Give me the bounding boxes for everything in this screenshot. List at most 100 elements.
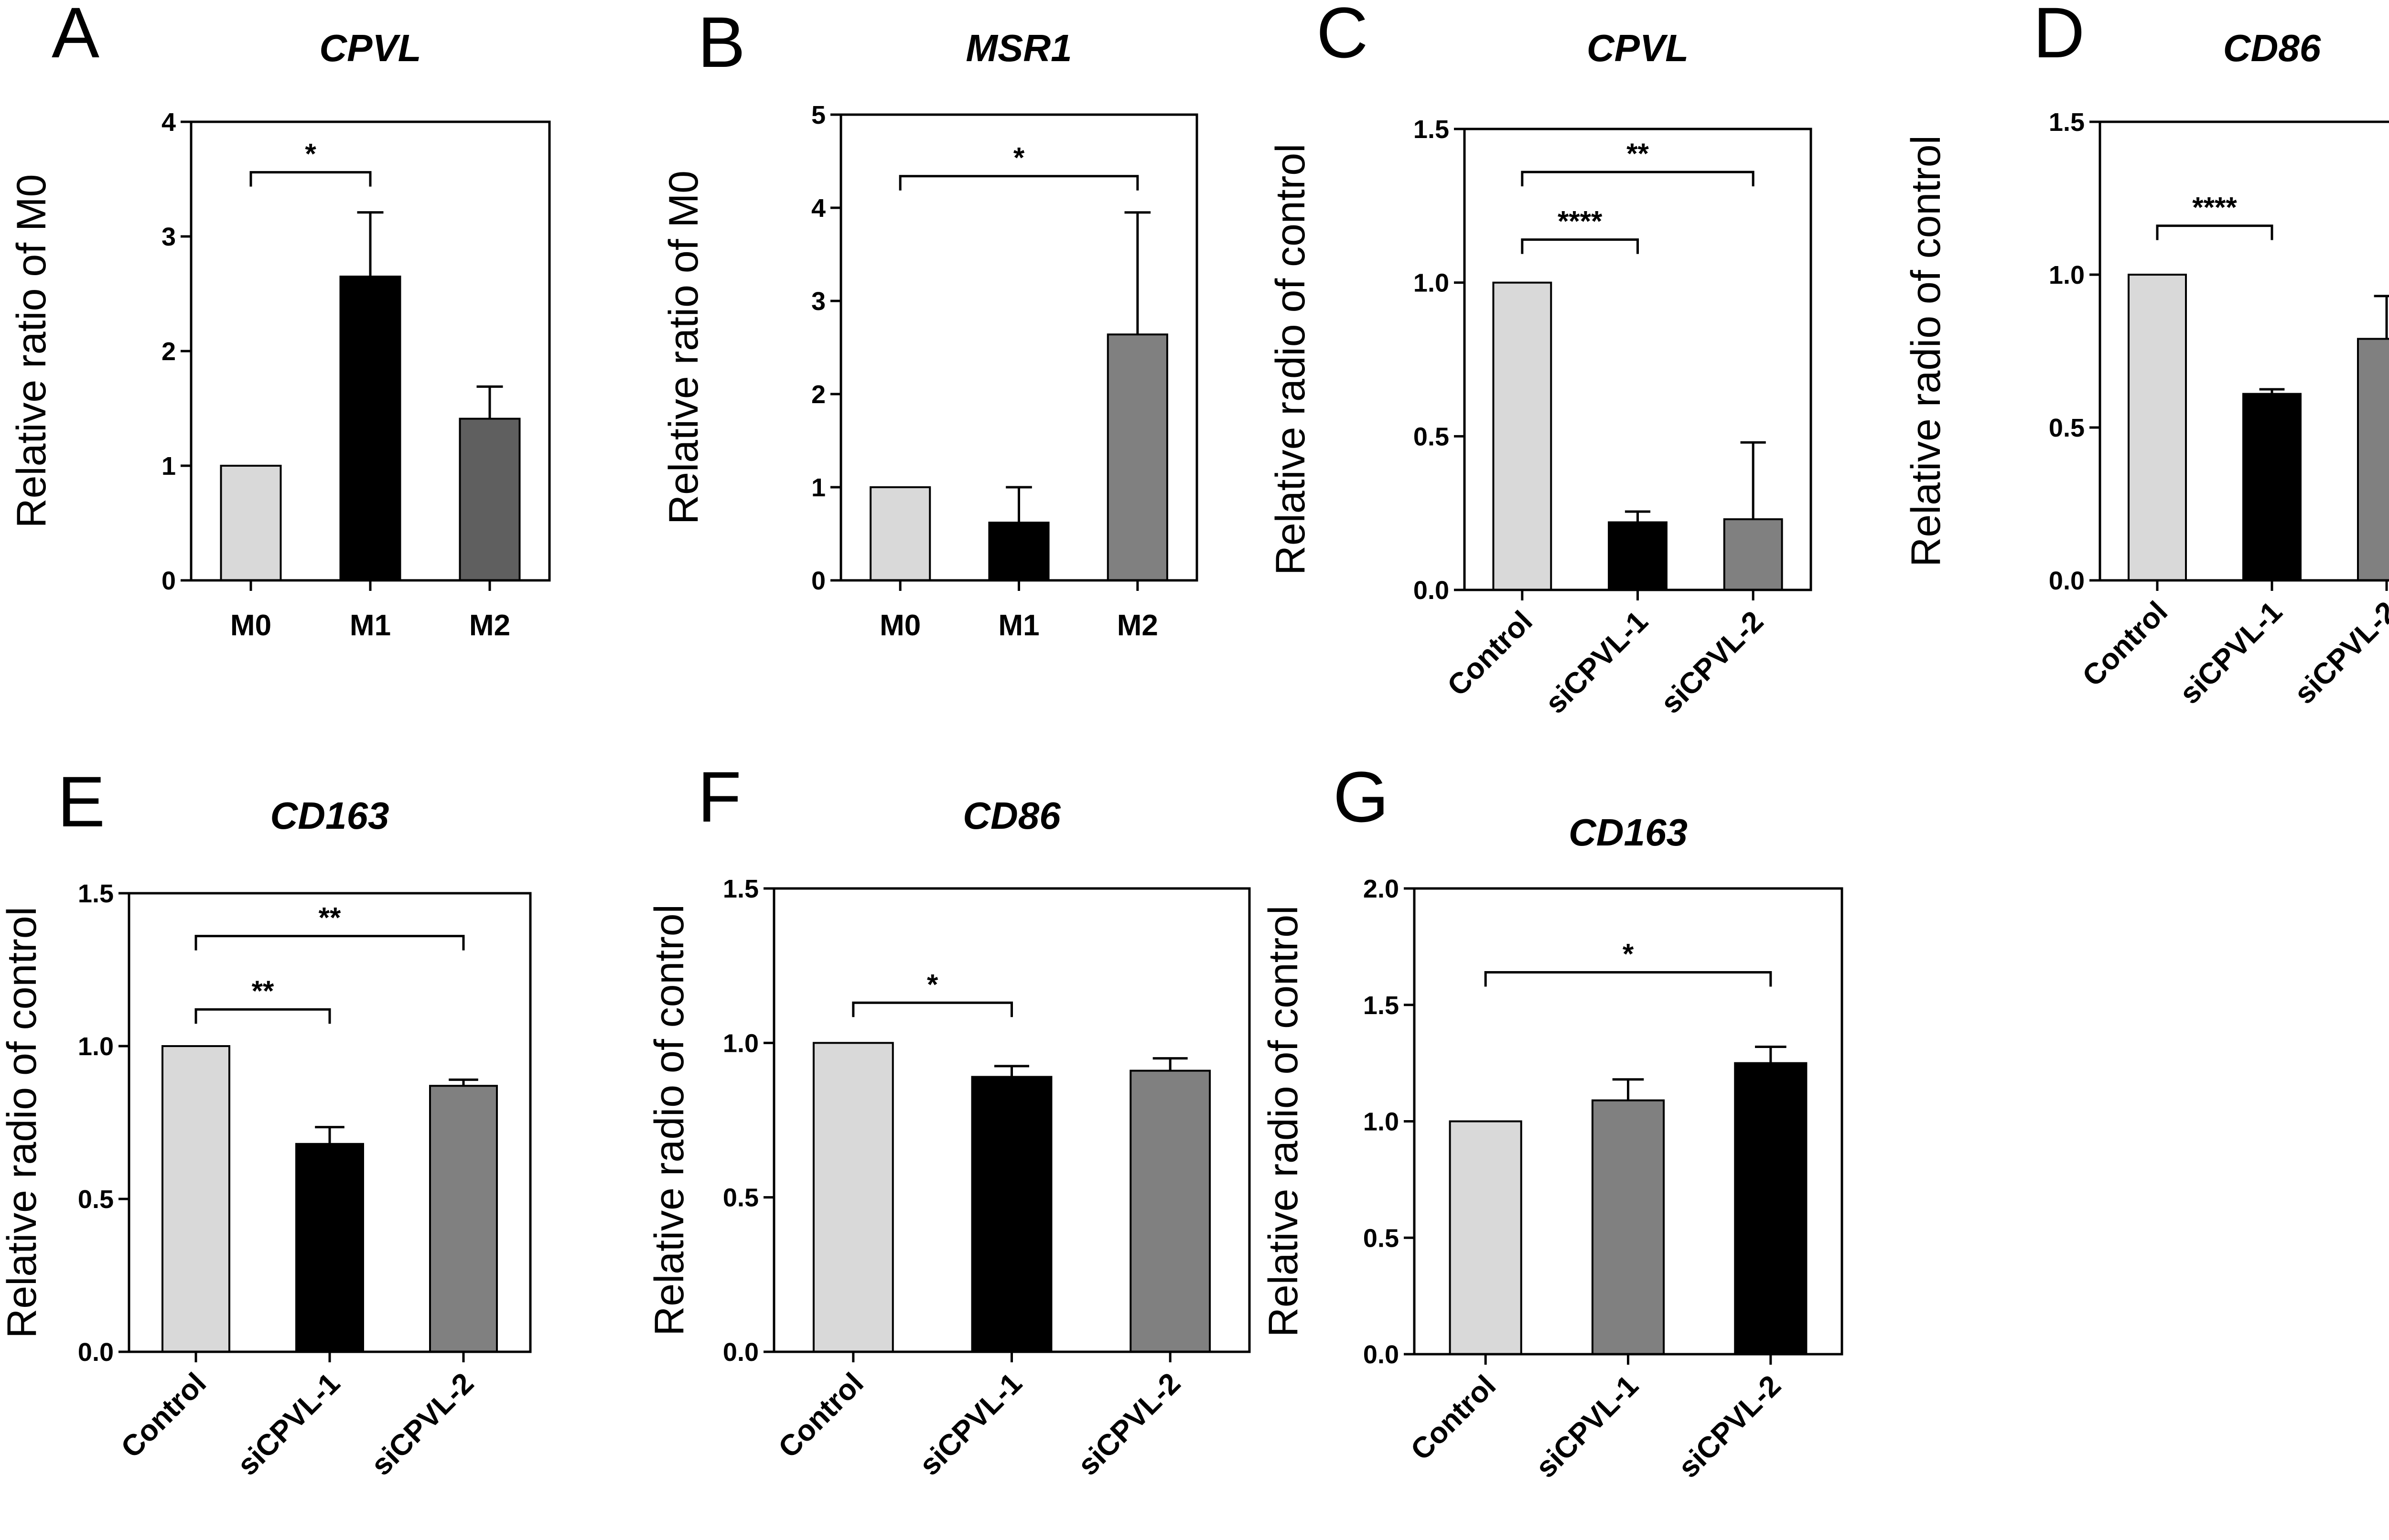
significance-bracket: [2156, 225, 2273, 240]
bar: [1734, 1062, 1808, 1355]
significance-label: ****: [2192, 192, 2237, 224]
x-tick-label: siCPVL-1: [1529, 1369, 1645, 1484]
y-axis-label: Relative radio of control: [1268, 144, 1313, 575]
chart-title: CD86: [963, 794, 1061, 837]
y-tick-label: 3: [811, 287, 826, 316]
bar: [971, 1076, 1053, 1353]
y-tick-label: 1.5: [2049, 108, 2085, 137]
y-axis-label: Relative ratio of M0: [9, 174, 54, 528]
bar: [459, 417, 521, 581]
bar: [1608, 521, 1668, 591]
y-axis-label: Relative radio of control: [0, 907, 45, 1338]
y-tick-label: 0: [161, 567, 176, 595]
panel-letter: E: [57, 761, 105, 842]
y-tick-label: 1.5: [1363, 991, 1399, 1020]
y-tick-label: 1: [161, 452, 176, 481]
bar: [1492, 281, 1552, 591]
y-tick-label: 1.5: [78, 879, 114, 908]
bar: [2357, 338, 2389, 582]
x-tick-label: M1: [350, 609, 391, 642]
x-tick-label: M0: [230, 609, 271, 642]
significance-label: **: [319, 902, 341, 934]
x-tick-label: Control: [1404, 1369, 1502, 1467]
y-tick-label: 0.0: [78, 1338, 114, 1367]
significance-bracket: [899, 175, 1139, 191]
y-axis-label: Relative radio of control: [1903, 135, 1949, 567]
y-tick-label: 5: [811, 101, 826, 129]
chart-title: CPVL: [319, 27, 421, 69]
chart-title: CD163: [1569, 811, 1688, 854]
y-tick-label: 0.5: [78, 1185, 114, 1214]
bar: [2128, 274, 2187, 581]
panel-b: B MSR1 Relative ratio of M0 0 1 2 3 4 5 M0 M1 M2 *: [661, 2, 1198, 642]
x-tick-label: Control: [772, 1367, 870, 1465]
chart-title: MSR1: [966, 27, 1072, 69]
y-axis-label: Relative radio of control: [1260, 906, 1306, 1337]
panel-letter: F: [698, 757, 742, 837]
y-tick-label: 0.5: [1413, 422, 1449, 451]
bar: [339, 276, 401, 581]
x-tick-label: siCPVL-2: [2288, 595, 2389, 710]
significance-label: **: [1626, 138, 1649, 170]
x-tick-label: siCPVL-2: [1655, 605, 1770, 720]
bar: [220, 465, 282, 581]
y-tick-label: 1.5: [723, 875, 759, 903]
panel-letter: G: [1333, 757, 1389, 837]
significance-label: *: [1623, 938, 1634, 970]
x-tick-label: Control: [1441, 605, 1539, 703]
x-tick-label: siCPVL-1: [913, 1367, 1028, 1482]
significance-bracket: [194, 1008, 331, 1024]
bar: [988, 522, 1050, 581]
x-tick-label: siCPVL-2: [365, 1367, 480, 1482]
x-tick-label: siCPVL-2: [1072, 1367, 1187, 1482]
significance-label: ****: [1558, 205, 1603, 237]
significance-label: *: [1013, 142, 1025, 174]
bar: [1130, 1069, 1211, 1353]
bar: [1591, 1099, 1665, 1355]
panel-a: A CPVL Relative ratio of M0 0 1 2 3 4 M0 M1 M2 *: [9, 0, 551, 642]
y-tick-label: 1.0: [78, 1032, 114, 1061]
x-tick-label: siCPVL-1: [231, 1367, 346, 1482]
bar: [1107, 333, 1168, 581]
panel-c: C CPVL Relative radio of control 0.0 0.5 1.0 1…: [1268, 0, 1812, 720]
bar: [295, 1143, 364, 1353]
panel-letter: B: [698, 2, 745, 82]
y-tick-label: 2: [161, 337, 176, 366]
x-tick-label: siCPVL-2: [1672, 1369, 1787, 1484]
y-tick-label: 2.0: [1363, 875, 1399, 903]
panel-f: F CD86 Relative radio of control 0.0 0.5 1.0 1…: [646, 757, 1251, 1482]
panel-letter: D: [2033, 0, 2085, 73]
panel-letter: A: [52, 0, 99, 73]
significance-bracket: [1521, 171, 1754, 187]
bar: [429, 1085, 498, 1353]
y-tick-label: 0.5: [1363, 1224, 1399, 1252]
panel-d: D CD86 Relative radio of control 0.0 0.5 1.0 1…: [1903, 0, 2389, 710]
significance-label: **: [252, 975, 274, 1007]
panel-g: G CD163 Relative radio of control 0.0 0.5 1.0…: [1260, 757, 1843, 1484]
y-tick-label: 0.0: [1363, 1340, 1399, 1369]
significance-bracket: [249, 171, 372, 187]
x-tick-label: M1: [998, 609, 1039, 642]
bar: [870, 486, 931, 581]
bar: [812, 1042, 894, 1353]
x-tick-label: M0: [880, 609, 921, 642]
panel-e: E CD163 Relative radio of control 0.0 0.5 1.0…: [0, 761, 532, 1482]
y-tick-label: 1.0: [1363, 1108, 1399, 1136]
bar: [161, 1045, 230, 1353]
y-tick-label: 1.0: [2049, 261, 2085, 289]
significance-bracket: [1521, 238, 1639, 254]
y-tick-label: 4: [811, 194, 826, 223]
y-tick-label: 0.5: [723, 1184, 759, 1212]
x-tick-label: Control: [115, 1367, 213, 1465]
y-tick-label: 1: [811, 473, 826, 502]
y-tick-label: 4: [161, 108, 176, 137]
y-tick-label: 1.0: [1413, 269, 1449, 298]
chart-title: CD163: [270, 794, 389, 837]
x-tick-label: M2: [469, 609, 510, 642]
chart-title: CPVL: [1587, 27, 1689, 69]
bar: [1449, 1120, 1522, 1355]
x-tick-label: M2: [1117, 609, 1158, 642]
x-tick-label: siCPVL-1: [1539, 605, 1654, 720]
y-tick-label: 2: [811, 380, 826, 409]
significance-bracket: [1484, 971, 1772, 987]
